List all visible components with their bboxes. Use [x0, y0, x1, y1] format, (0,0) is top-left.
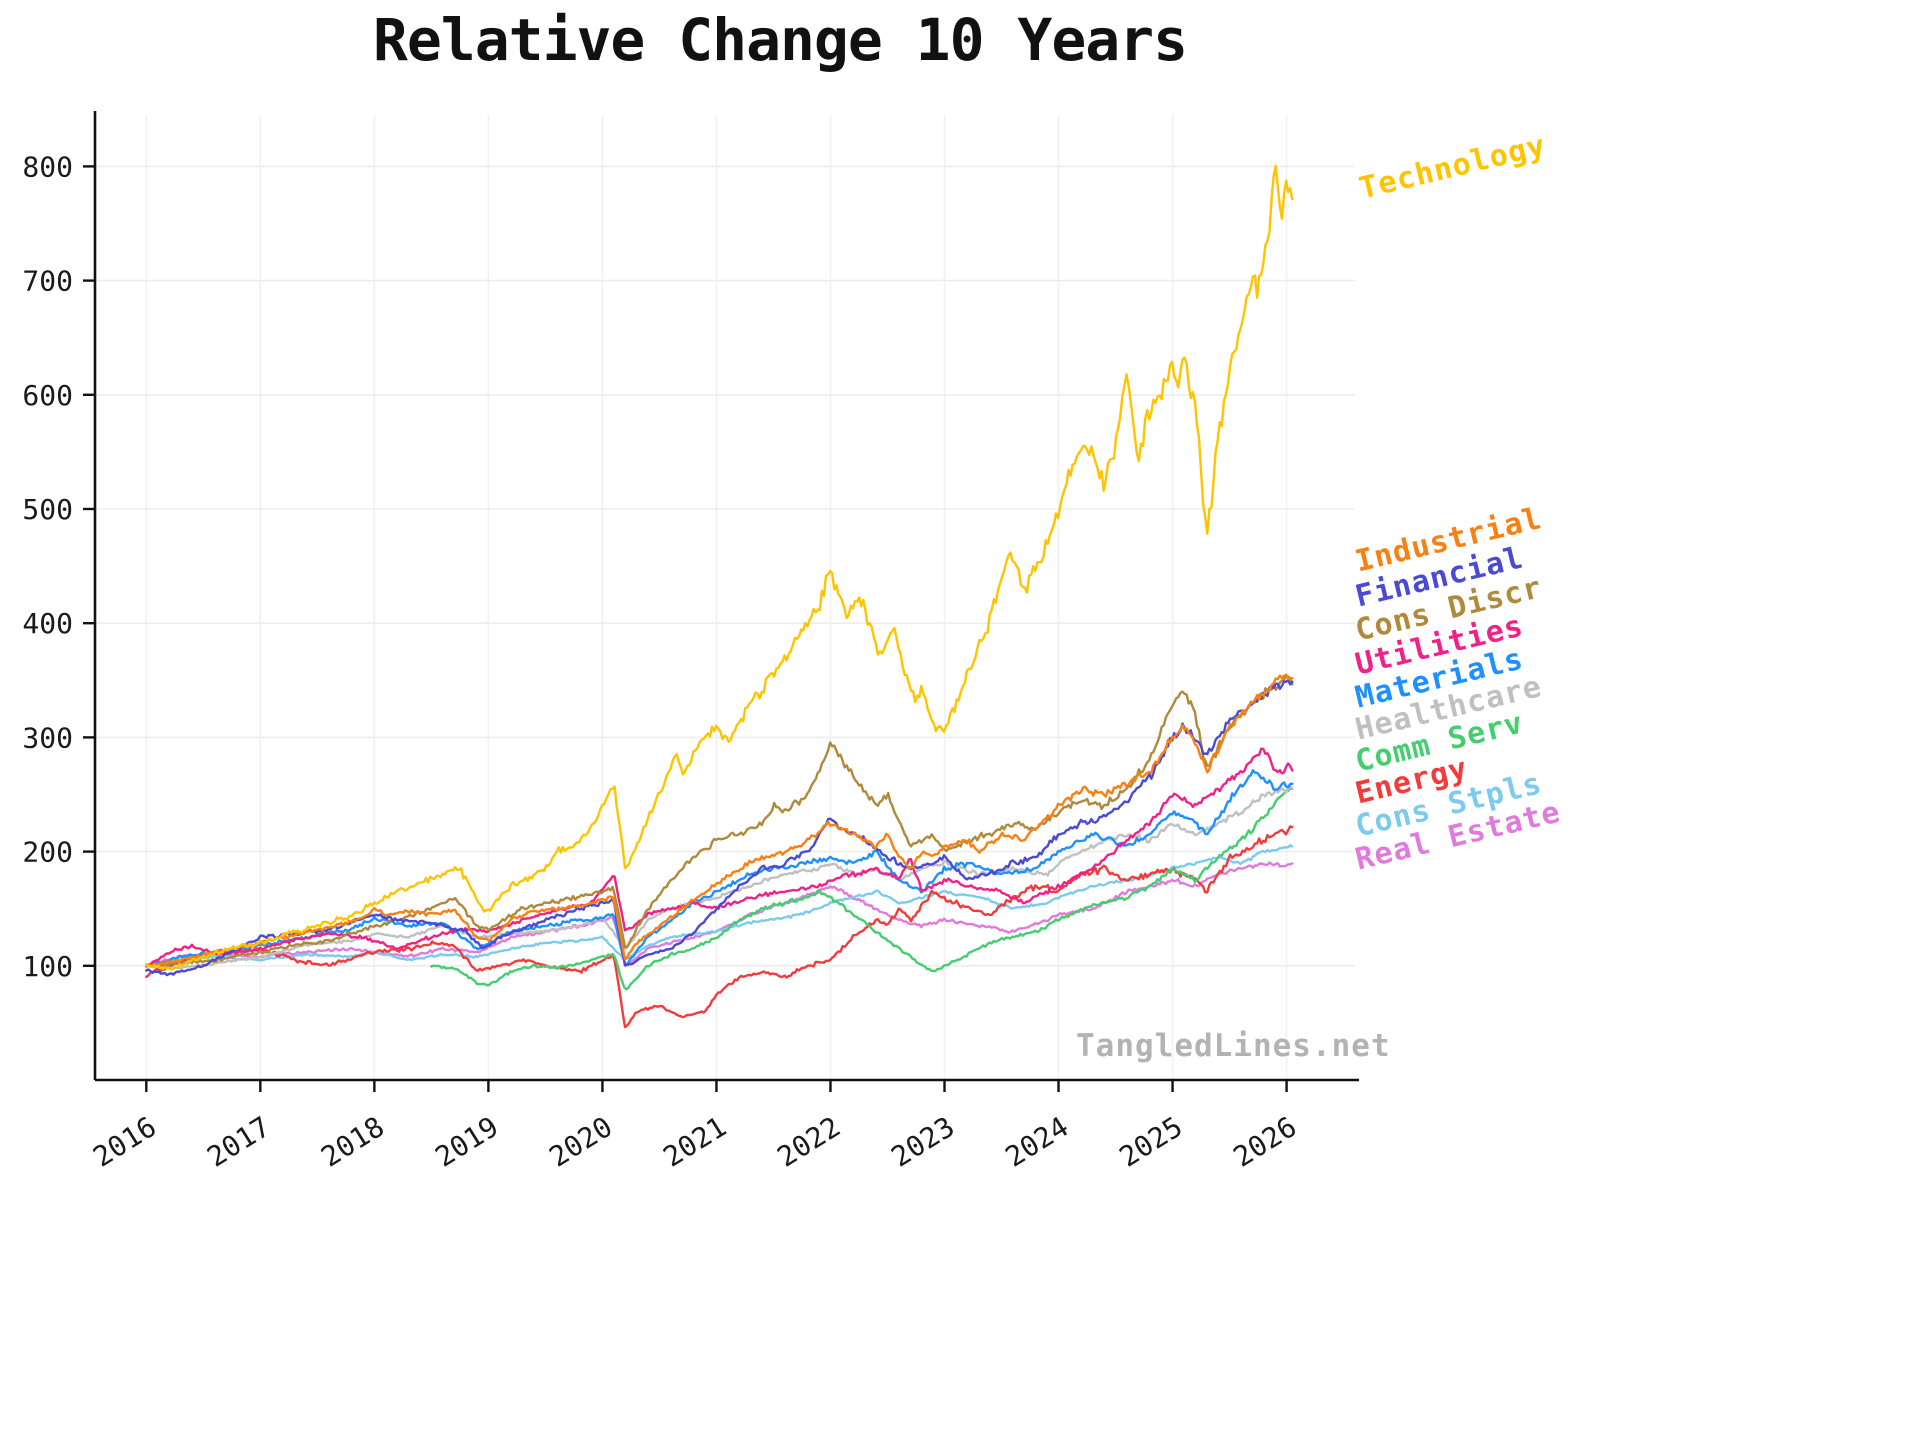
series-line-healthcare	[145, 784, 1294, 970]
y-tick-label: 700	[22, 265, 73, 298]
series-line-cons-stpls	[145, 844, 1294, 968]
x-tick-label: 2023	[886, 1110, 961, 1174]
x-tick-label: 2018	[315, 1110, 390, 1174]
x-tick-label: 2019	[429, 1110, 504, 1174]
series-line-cons-discr	[145, 674, 1294, 968]
series-line-financial	[145, 679, 1294, 977]
y-tick-label: 800	[22, 150, 73, 183]
series-line-technology	[145, 164, 1294, 971]
y-tick-label: 400	[22, 607, 73, 640]
y-tick-label: 300	[22, 721, 73, 754]
series-line-energy	[145, 825, 1294, 1029]
x-tick-label: 2020	[543, 1110, 618, 1174]
x-tick-label: 2016	[87, 1110, 162, 1174]
y-tick-label: 100	[22, 950, 73, 983]
x-tick-label: 2021	[657, 1110, 732, 1174]
watermark: TangledLines.net	[1076, 1028, 1391, 1064]
y-tick-label: 500	[22, 493, 73, 526]
y-tick-label: 600	[22, 379, 73, 412]
x-tick-label: 2017	[201, 1110, 276, 1174]
chart-title: Relative Change 10 Years	[372, 6, 1188, 74]
series-line-comm-serv	[430, 787, 1294, 991]
series-line-industrial	[145, 673, 1294, 968]
x-tick-label: 2025	[1114, 1110, 1189, 1174]
x-tick-label: 2026	[1228, 1110, 1303, 1174]
series-line-materials	[145, 769, 1294, 967]
x-tick-label: 2024	[1000, 1110, 1075, 1174]
y-tick-label: 200	[22, 836, 73, 869]
x-tick-label: 2022	[772, 1110, 847, 1174]
